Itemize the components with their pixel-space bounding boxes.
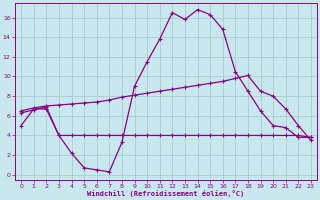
X-axis label: Windchill (Refroidissement éolien,°C): Windchill (Refroidissement éolien,°C) <box>87 190 245 197</box>
